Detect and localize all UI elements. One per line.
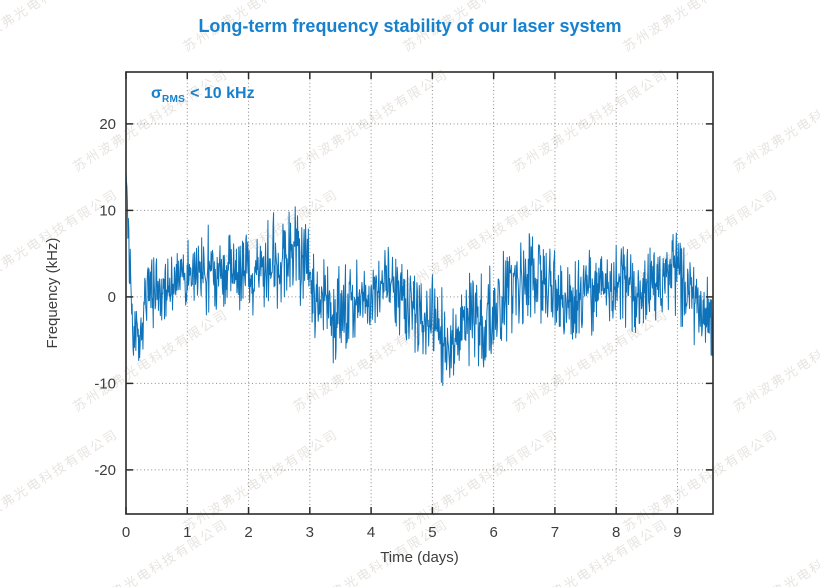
chart-title: Long-term frequency stability of our las… [198,16,622,36]
x-tick-label: 3 [306,524,314,541]
y-tick-label: 0 [108,289,116,306]
y-tick-label: 10 [99,202,116,219]
x-tick-label: 9 [673,524,681,541]
x-tick-label: 5 [428,524,436,541]
sigma-symbol: σ [151,85,162,102]
sigma-rms-annotation: σRMS < 10 kHz [151,85,255,105]
y-tick-label: -10 [94,375,116,392]
y-axis-label: Frequency (kHz) [44,238,61,349]
x-tick-label: 7 [551,524,559,541]
x-tick-label: 6 [489,524,497,541]
annotation-comparison: < 10 kHz [190,85,255,102]
x-tick-label: 8 [612,524,620,541]
x-tick-label: 1 [183,524,191,541]
x-axis-label: Time (days) [380,549,459,566]
plot-box [125,71,714,515]
data-series-line [125,171,714,386]
x-tick-label: 2 [244,524,252,541]
x-tick-label: 4 [367,524,375,541]
y-tick-label: 20 [99,116,116,133]
sigma-subscript: RMS [161,94,186,106]
x-tick-label: 0 [122,524,130,541]
y-tick-label: -20 [94,462,116,479]
